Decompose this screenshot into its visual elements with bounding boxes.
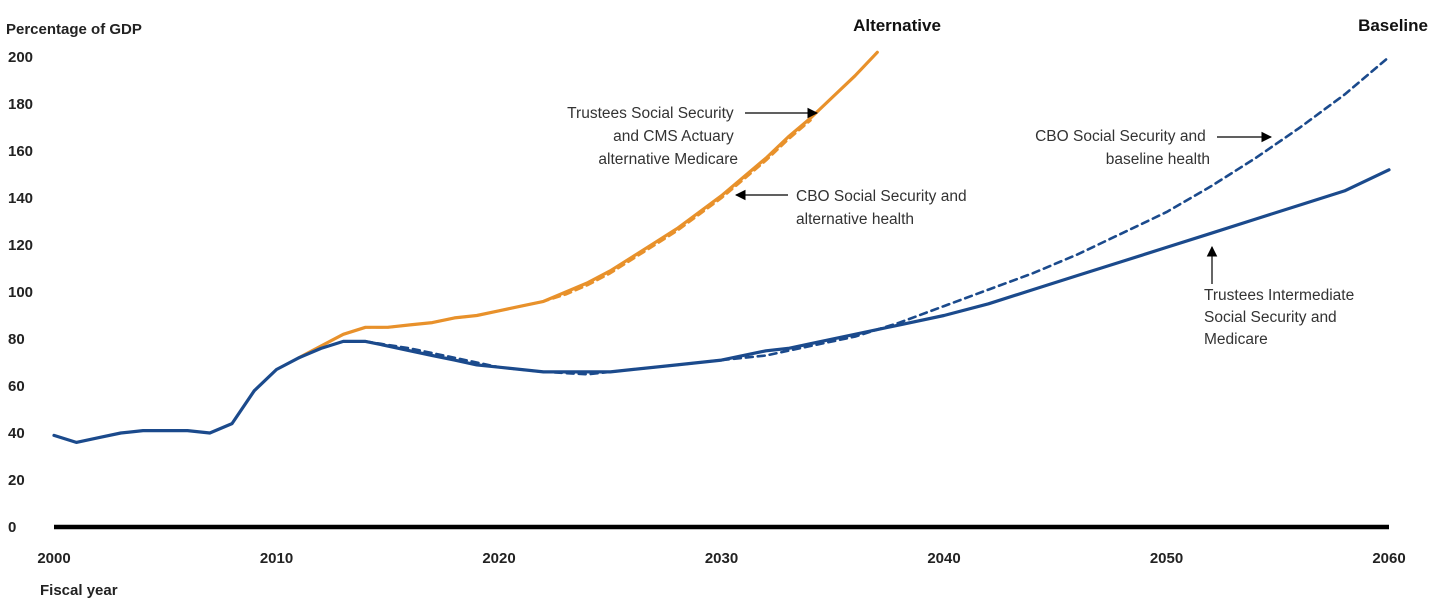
series-layer [52, 50, 1391, 444]
annotation-trustees-alternative-line-2: and CMS Actuary [613, 128, 734, 145]
annotation-trustees-intermediate-line-1: Trustees Intermediate [1204, 287, 1354, 304]
y-tick-label: 100 [8, 284, 33, 301]
svg-text:Trustees Intermediate So: Trustees Intermediate Social Security an… [1204, 287, 1359, 348]
x-tick-label: 2040 [927, 550, 960, 567]
y-tick-label: 20 [8, 472, 25, 489]
y-tick-label: 80 [8, 331, 25, 348]
y-tick-label: 60 [8, 378, 25, 395]
annotation-cbo-baseline-line-1: CBO Social Security and [1035, 128, 1206, 145]
panel-label-baseline: Baseline [1358, 16, 1428, 35]
y-tick-label: 120 [8, 237, 33, 254]
svg-text:CBO Social Security and: CBO Social Security and alternative heal… [796, 188, 971, 228]
x-tick-label: 2020 [482, 550, 515, 567]
panel-label-alternative: Alternative [853, 16, 941, 35]
annotation-cbo-baseline-line-2: baseline health [1106, 151, 1210, 168]
y-axis-ticks: 0 20 40 60 80 100 120 140 160 180 200 [8, 49, 33, 536]
y-tick-label: 0 [8, 519, 16, 536]
annotation-trustees-intermediate: Trustees Intermediate Social Security an… [1204, 245, 1359, 348]
y-tick-label: 140 [8, 190, 33, 207]
annotation-trustees-alternative-line-1: Trustees Social Security [567, 105, 734, 122]
x-tick-label: 2000 [37, 550, 70, 567]
series-line-3 [52, 168, 1391, 444]
x-tick-label: 2010 [260, 550, 293, 567]
series-line-0 [297, 50, 879, 360]
svg-text:CBO Social Security and: CBO Social Security and baseline health [1035, 128, 1210, 168]
svg-text:Trustees Social Security: Trustees Social Security and CMS Actuary… [567, 105, 738, 168]
x-axis-title: Fiscal year [40, 582, 118, 598]
y-axis-title: Percentage of GDP [6, 21, 142, 38]
x-tick-label: 2050 [1150, 550, 1183, 567]
x-tick-label: 2030 [705, 550, 738, 567]
annotation-trustees-alternative: Trustees Social Security and CMS Actuary… [567, 105, 819, 168]
y-tick-label: 180 [8, 96, 33, 113]
annotation-cbo-baseline: CBO Social Security and baseline health [1035, 128, 1273, 168]
annotation-cbo-alternative: CBO Social Security and alternative heal… [734, 188, 971, 228]
annotation-trustees-intermediate-line-2: Social Security and [1204, 309, 1337, 326]
x-tick-label: 2060 [1372, 550, 1405, 567]
annotation-trustees-alternative-line-3: alternative Medicare [598, 151, 738, 168]
x-axis-ticks: 2000 2010 2020 2030 2040 2050 2060 [37, 550, 1405, 567]
annotation-cbo-alternative-line-2: alternative health [796, 211, 914, 228]
annotation-cbo-alternative-line-1: CBO Social Security and [796, 188, 967, 205]
y-tick-label: 200 [8, 49, 33, 66]
annotation-trustees-intermediate-line-3: Medicare [1204, 331, 1268, 348]
y-tick-label: 40 [8, 425, 25, 442]
y-tick-label: 160 [8, 143, 33, 160]
